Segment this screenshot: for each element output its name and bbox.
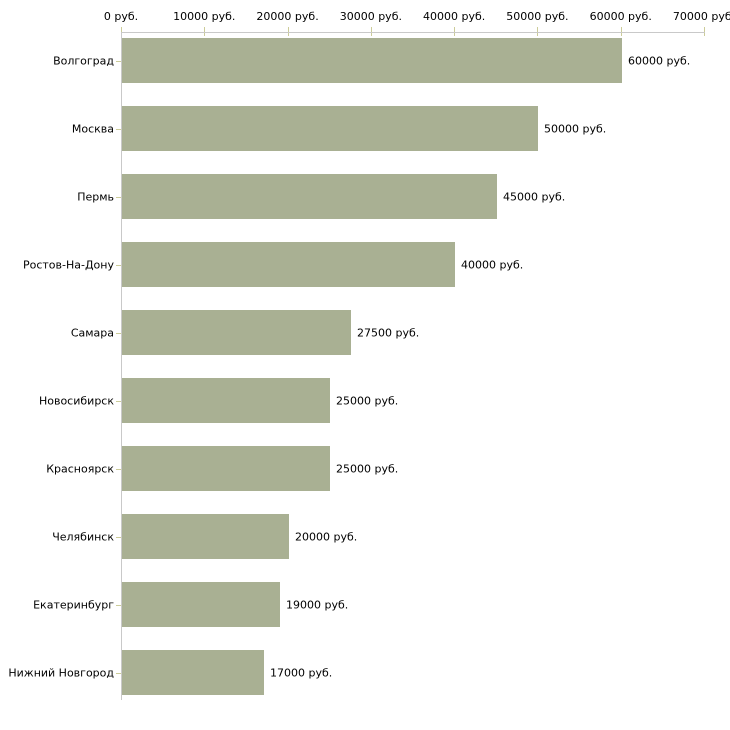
x-axis-tick: [454, 27, 456, 36]
category-label: Волгоград: [53, 54, 114, 67]
value-label: 60000 руб.: [628, 54, 691, 67]
x-axis-tick: [537, 27, 539, 36]
y-axis-line: [121, 32, 122, 700]
value-label: 17000 руб.: [270, 666, 333, 679]
x-axis-line: [121, 32, 705, 33]
x-axis-tick: [370, 27, 372, 36]
value-label: 25000 руб.: [336, 394, 399, 407]
x-axis-tick: [287, 27, 289, 36]
category-label: Нижний Новгород: [8, 666, 114, 679]
y-axis-tick: [116, 197, 121, 198]
y-axis-tick: [116, 333, 121, 334]
y-axis-tick: [116, 469, 121, 470]
value-label: 45000 руб.: [503, 190, 566, 203]
category-label: Ростов-На-Дону: [22, 258, 114, 271]
x-axis-tick-label: 30000 руб.: [339, 10, 402, 23]
y-axis-tick: [116, 129, 121, 130]
bar: [122, 378, 330, 423]
bar: [122, 310, 351, 355]
x-axis-tick-label: 60000 руб.: [589, 10, 652, 23]
x-axis-tick-label: 0 руб.: [103, 10, 139, 23]
x-axis-tick-label: 10000 руб.: [173, 10, 236, 23]
x-axis-tick-label: 20000 руб.: [256, 10, 319, 23]
value-label: 25000 руб.: [336, 462, 399, 475]
y-axis-tick: [116, 265, 121, 266]
category-label: Екатеринбург: [33, 598, 114, 611]
bar: [122, 650, 264, 695]
value-label: 20000 руб.: [295, 530, 358, 543]
x-axis-tick-label: 50000 руб.: [506, 10, 569, 23]
x-axis-tick-label: 70000 руб.: [672, 10, 730, 23]
x-axis-tick: [620, 27, 622, 36]
value-label: 19000 руб.: [286, 598, 349, 611]
y-axis-tick: [116, 537, 121, 538]
value-label: 50000 руб.: [544, 122, 607, 135]
x-axis-tick: [204, 27, 206, 36]
bar: [122, 514, 289, 559]
y-axis-tick: [116, 605, 121, 606]
y-axis-tick: [116, 673, 121, 674]
category-label: Новосибирск: [38, 394, 114, 407]
x-axis-tick-label: 40000 руб.: [423, 10, 486, 23]
value-label: 27500 руб.: [357, 326, 420, 339]
x-axis-tick: [704, 27, 705, 36]
bar: [122, 242, 455, 287]
bar: [122, 582, 280, 627]
value-label: 40000 руб.: [461, 258, 524, 271]
bar: [122, 446, 330, 491]
bar: [122, 174, 497, 219]
y-axis-tick: [116, 401, 121, 402]
bar: [122, 106, 538, 151]
bar: [122, 38, 622, 83]
category-label: Пермь: [77, 190, 114, 203]
category-label: Челябинск: [52, 530, 114, 543]
x-axis-tick: [121, 27, 122, 36]
category-label: Самара: [70, 326, 114, 339]
category-label: Москва: [71, 122, 114, 135]
y-axis-tick: [116, 61, 121, 62]
category-label: Красноярск: [46, 462, 114, 475]
